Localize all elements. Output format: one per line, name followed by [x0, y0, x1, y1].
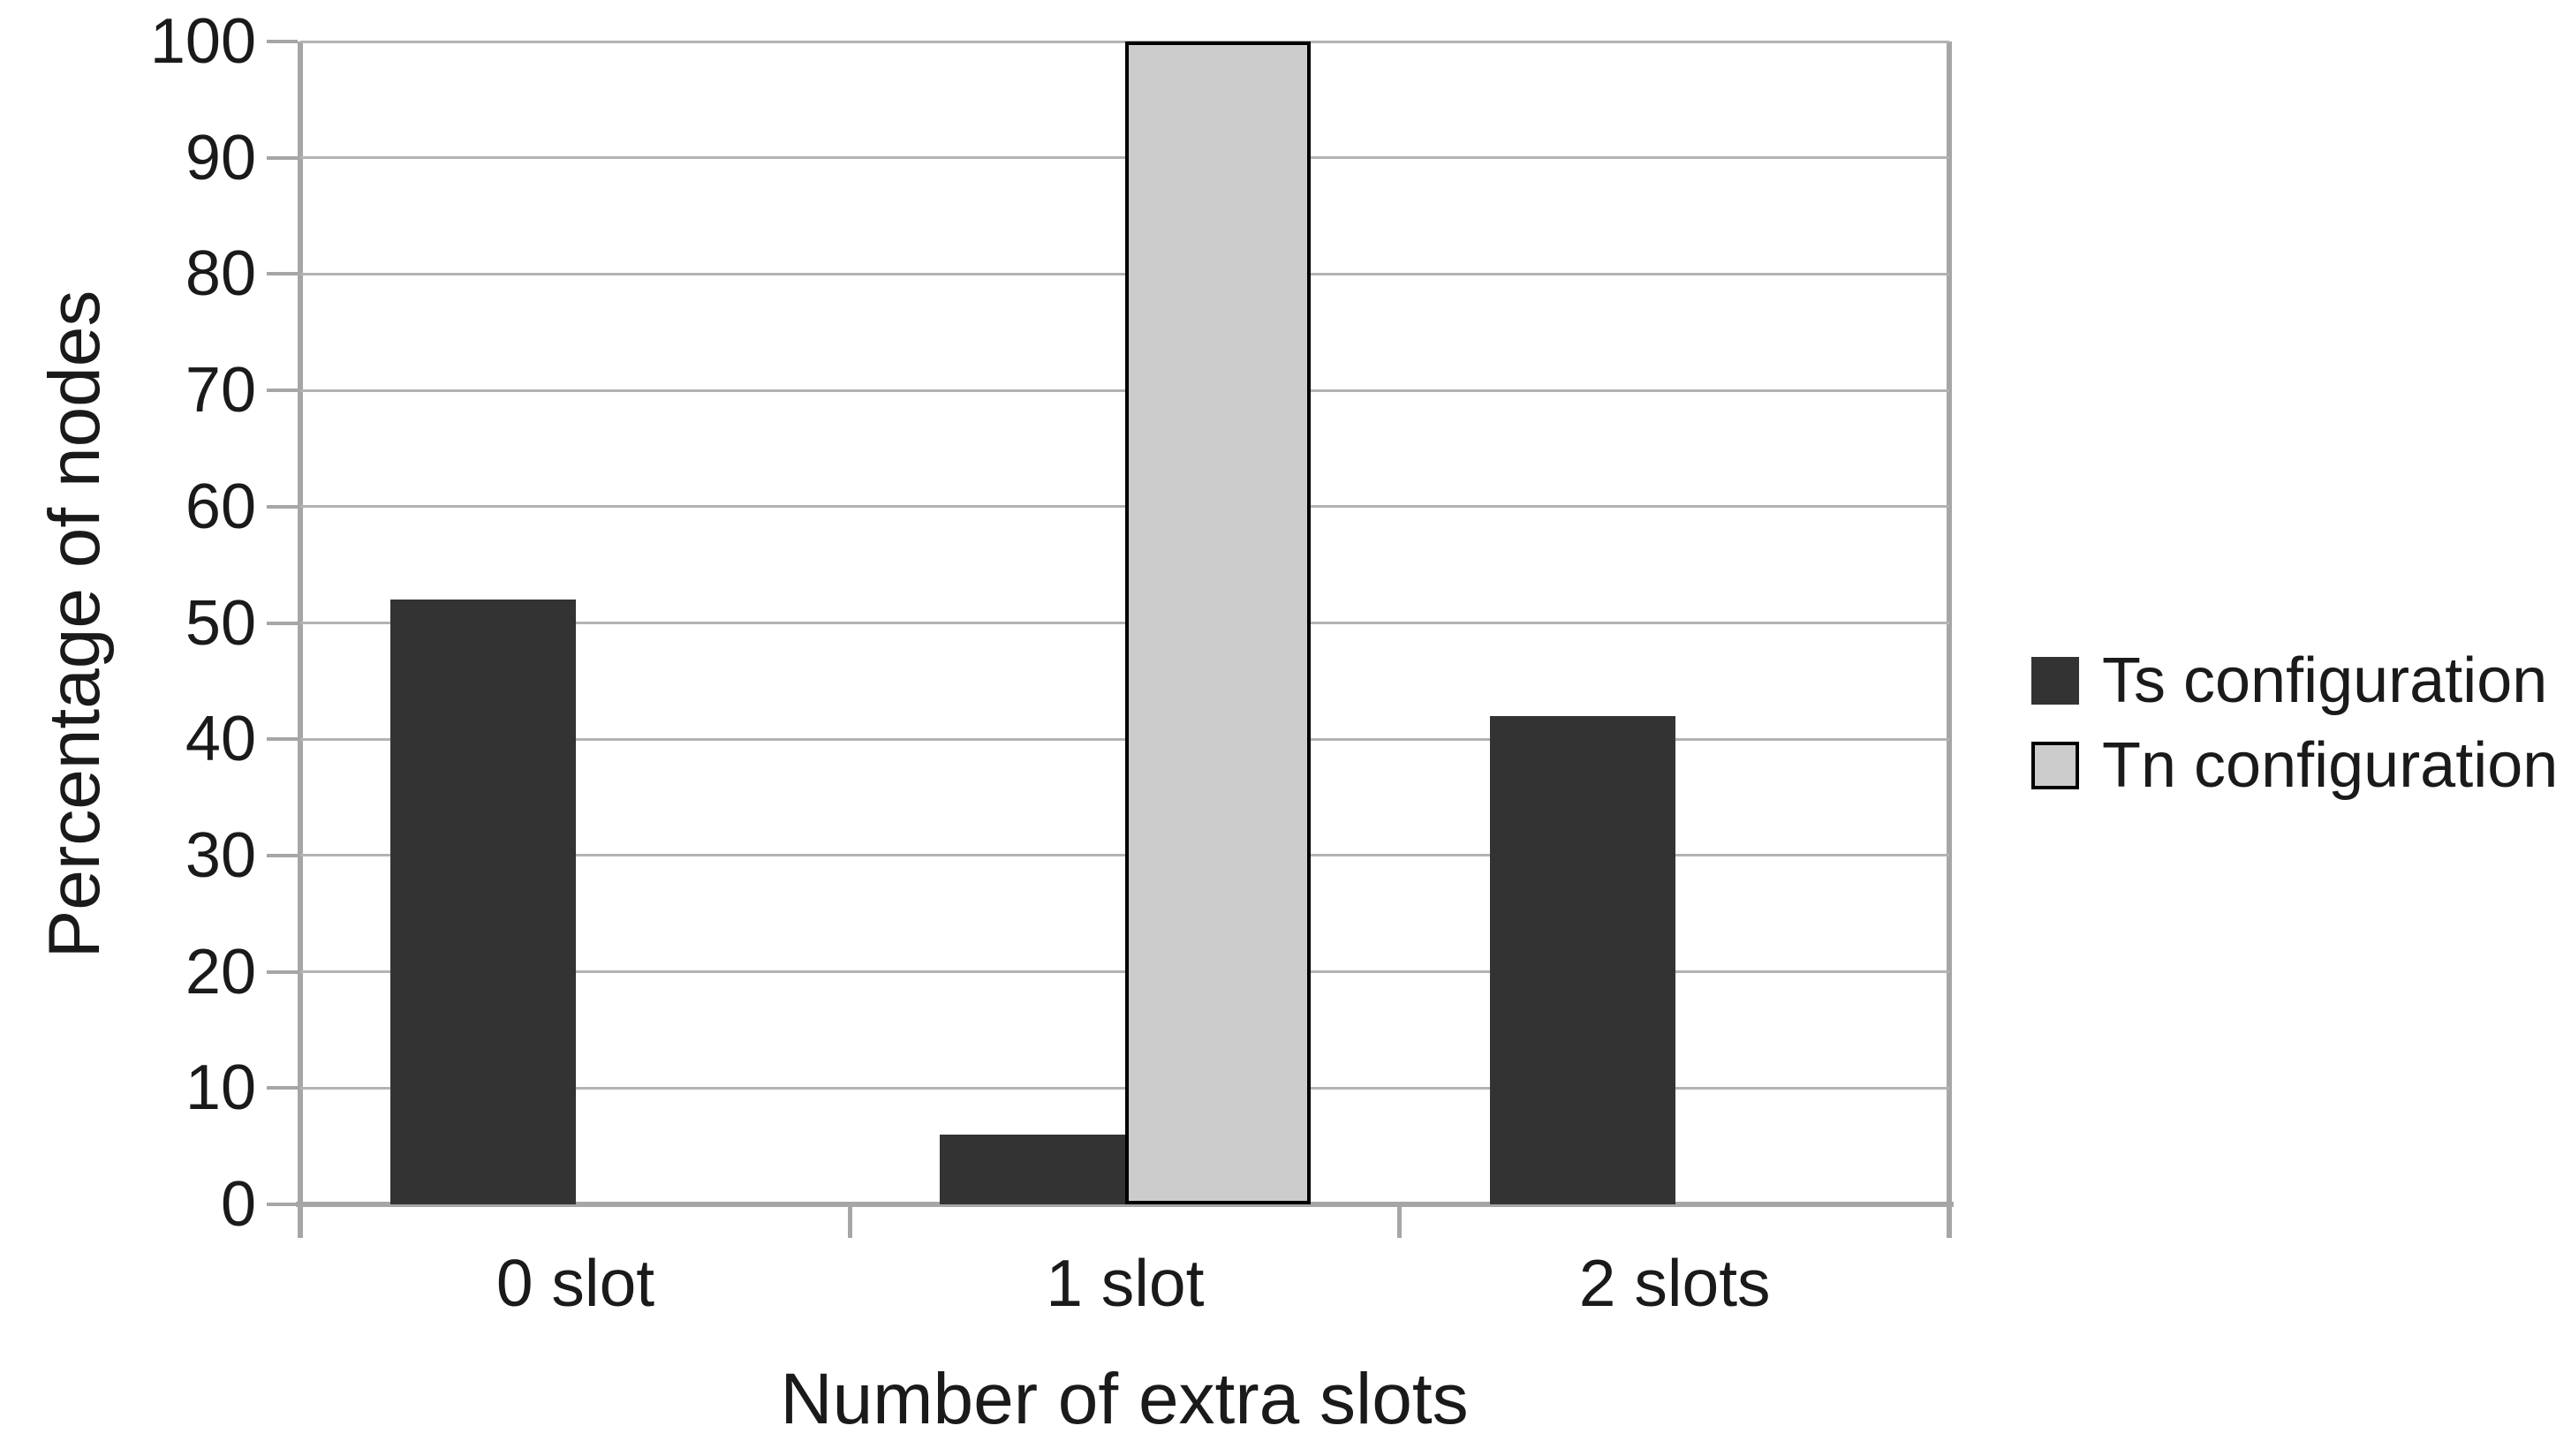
y-tick-label-10: 10: [185, 1052, 256, 1124]
plot-area: [267, 40, 1954, 1238]
y-tick-80: [267, 272, 298, 276]
x-category-label-1: 1 slot: [1046, 1246, 1205, 1320]
x-boundary-tick-1: [847, 1204, 852, 1238]
y-tick-label-30: 30: [185, 819, 256, 891]
x-boundary-tick-2: [1397, 1204, 1403, 1238]
bar-ts-0-slot: [390, 600, 576, 1204]
legend-row-1: Tn configuration: [2031, 734, 2570, 797]
y-tick-100: [267, 40, 298, 43]
y-tick-50: [267, 621, 298, 625]
y-tick-label-40: 40: [185, 704, 256, 775]
y-tick-70: [267, 389, 298, 393]
y-tick-30: [267, 853, 298, 857]
gridline-40: [300, 737, 1949, 741]
y-tick-label-90: 90: [185, 122, 256, 193]
gridline-90: [300, 156, 1949, 160]
y-tick-label-70: 70: [185, 355, 256, 426]
legend-label-1: Tn configuration: [2102, 730, 2559, 801]
gridline-70: [300, 389, 1949, 392]
gridline-50: [300, 622, 1949, 624]
gridline-10: [300, 1086, 1949, 1090]
y-tick-label-60: 60: [185, 471, 256, 542]
y-tick-10: [267, 1086, 298, 1090]
y-tick-60: [267, 504, 298, 509]
legend-row-0: Ts configuration: [2031, 649, 2570, 713]
x-category-label-0: 0 slot: [495, 1246, 655, 1320]
x-boundary-tick-3: [1947, 1204, 1952, 1238]
x-boundary-tick-0: [298, 1204, 303, 1238]
bar-tn-1-slot: [1125, 41, 1312, 1204]
y-tick-90: [267, 155, 298, 160]
x-axis-line: [296, 1202, 1954, 1207]
gridline-20: [300, 970, 1949, 974]
gridline-100: [300, 40, 1949, 43]
y-tick-0: [267, 1203, 298, 1206]
legend-swatch-icon: [2031, 657, 2079, 705]
legend-label-0: Ts configuration: [2102, 645, 2548, 716]
gridline-30: [300, 854, 1949, 857]
y-tick-label-0: 0: [220, 1169, 256, 1240]
y-axis-line: [298, 41, 303, 1238]
bar-ts-2-slots: [1489, 715, 1675, 1204]
gridline-80: [300, 272, 1949, 275]
y-tick-label-80: 80: [185, 238, 256, 310]
legend-swatch-icon: [2031, 742, 2079, 789]
bar-ts-1-slot: [940, 1134, 1126, 1204]
y-tick-label-100: 100: [149, 6, 256, 77]
plot-right-border: [1947, 41, 1952, 1238]
y-tick-20: [267, 969, 298, 974]
x-axis-title: Number of extra slots: [780, 1359, 1469, 1439]
y-tick-40: [267, 737, 298, 742]
x-category-label-2: 2 slots: [1578, 1246, 1771, 1320]
gridline-60: [300, 505, 1949, 509]
y-tick-label-50: 50: [185, 587, 256, 659]
y-tick-label-20: 20: [185, 936, 256, 1007]
legend: Ts configuration Tn configuration: [2031, 649, 2570, 823]
